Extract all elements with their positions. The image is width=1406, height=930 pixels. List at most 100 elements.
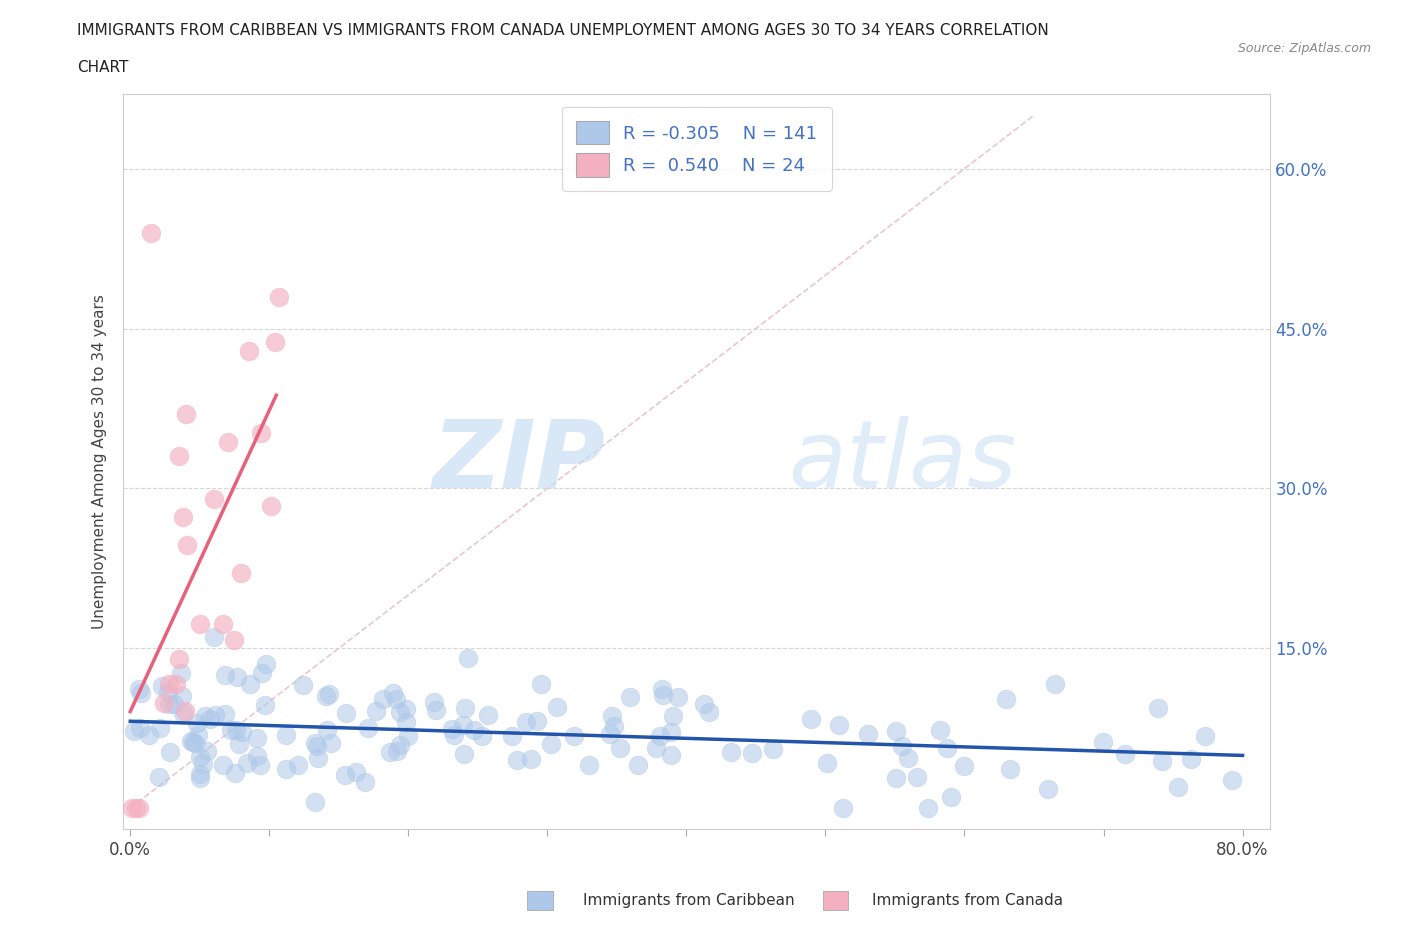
Point xyxy=(315,689,337,704)
Point xyxy=(907,769,929,784)
Point xyxy=(1147,701,1170,716)
Point xyxy=(520,751,543,766)
Point xyxy=(180,734,202,749)
Point xyxy=(619,690,641,705)
Point xyxy=(176,538,198,552)
Point xyxy=(564,729,586,744)
Point xyxy=(602,719,624,734)
Point xyxy=(762,741,785,756)
Point xyxy=(440,721,463,736)
Point xyxy=(423,694,446,709)
Text: Source: ZipAtlas.com: Source: ZipAtlas.com xyxy=(1237,42,1371,55)
Text: IMMIGRANTS FROM CARIBBEAN VS IMMIGRANTS FROM CANADA UNEMPLOYMENT AMONG AGES 30 T: IMMIGRANTS FROM CARIBBEAN VS IMMIGRANTS … xyxy=(77,23,1049,38)
Point xyxy=(186,715,208,730)
Point xyxy=(202,492,225,507)
Point xyxy=(939,790,962,804)
Point xyxy=(304,794,326,809)
Point xyxy=(184,736,207,751)
Point xyxy=(828,717,851,732)
Point xyxy=(167,449,190,464)
Point xyxy=(1036,781,1059,796)
Point xyxy=(884,770,907,785)
Point xyxy=(530,676,553,691)
Point xyxy=(1194,728,1216,743)
Point xyxy=(163,697,186,711)
Point xyxy=(172,510,194,525)
Point xyxy=(159,745,181,760)
Point xyxy=(645,740,668,755)
Point xyxy=(250,426,273,441)
Point xyxy=(443,727,465,742)
Point xyxy=(884,724,907,738)
Point xyxy=(659,748,682,763)
Point xyxy=(174,406,197,421)
Point xyxy=(202,630,225,644)
Point xyxy=(188,771,211,786)
Point xyxy=(246,730,269,745)
Text: Immigrants from Canada: Immigrants from Canada xyxy=(872,893,1063,908)
Point xyxy=(259,498,281,513)
Point xyxy=(659,724,682,739)
Point xyxy=(254,657,277,671)
Point xyxy=(917,801,939,816)
Point xyxy=(252,666,274,681)
Text: CHART: CHART xyxy=(77,60,129,75)
Point xyxy=(138,728,160,743)
Point xyxy=(832,801,855,816)
Point xyxy=(254,698,277,712)
Point xyxy=(998,762,1021,777)
Point xyxy=(170,666,193,681)
Point xyxy=(382,686,405,701)
Point xyxy=(307,751,329,765)
Point xyxy=(318,686,340,701)
Point xyxy=(236,756,259,771)
Point xyxy=(515,714,537,729)
Point xyxy=(457,651,479,666)
Point xyxy=(198,711,221,726)
Point xyxy=(366,704,388,719)
Point xyxy=(228,737,250,751)
Point xyxy=(174,704,197,719)
Point xyxy=(1152,753,1174,768)
Point xyxy=(357,720,380,735)
Point xyxy=(264,335,287,350)
Point xyxy=(425,702,447,717)
Point xyxy=(274,762,297,777)
Point xyxy=(454,700,477,715)
Point xyxy=(246,749,269,764)
Point xyxy=(287,758,309,773)
Point xyxy=(800,711,823,726)
Point xyxy=(526,714,548,729)
Text: ZIP: ZIP xyxy=(432,416,605,508)
Point xyxy=(815,756,838,771)
Point xyxy=(195,744,218,759)
Point xyxy=(453,746,475,761)
Point xyxy=(157,697,180,711)
Point xyxy=(1043,677,1066,692)
Point xyxy=(335,767,357,782)
Point xyxy=(224,633,246,648)
Point xyxy=(304,736,326,751)
Point xyxy=(122,724,145,738)
Point xyxy=(627,757,650,772)
Point xyxy=(395,701,418,716)
Point xyxy=(188,617,211,631)
Point xyxy=(501,728,523,743)
Point xyxy=(139,225,162,240)
Point xyxy=(1091,735,1114,750)
Point xyxy=(148,769,170,784)
Point xyxy=(353,775,375,790)
Point xyxy=(506,752,529,767)
Point xyxy=(856,726,879,741)
Point xyxy=(1220,772,1243,787)
Point xyxy=(540,737,562,751)
Point xyxy=(890,738,912,753)
Point xyxy=(267,289,290,304)
Point xyxy=(219,723,242,737)
Point xyxy=(385,744,408,759)
Point xyxy=(600,709,623,724)
Point xyxy=(212,617,235,631)
Point xyxy=(167,652,190,667)
Point xyxy=(651,682,673,697)
Point xyxy=(321,735,343,750)
